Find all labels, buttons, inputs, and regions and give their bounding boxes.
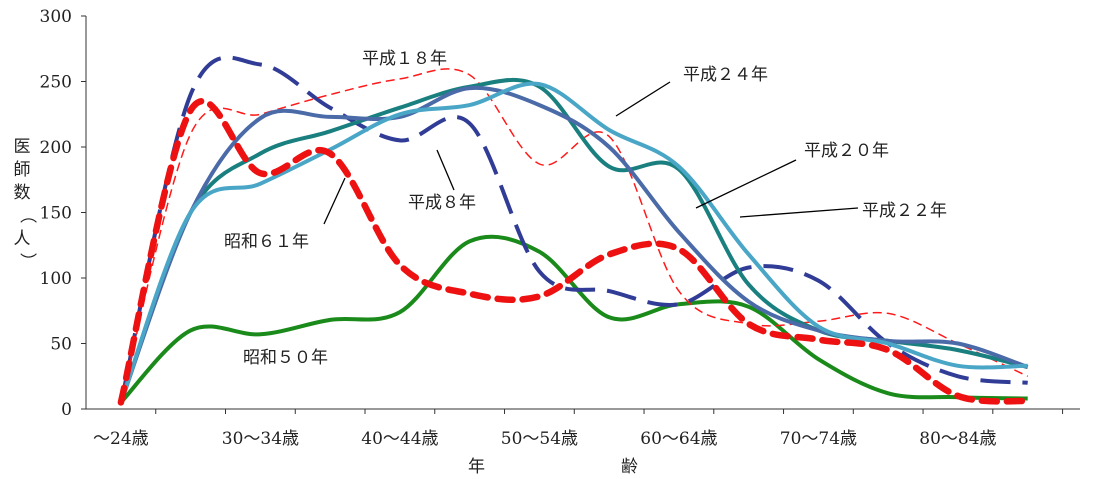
y-axis-label-paren: （ [17,207,37,224]
series-line-3 [120,68,1029,403]
y-axis-label-char: 師 [14,160,31,180]
series-line-0 [119,234,1028,404]
y-tick-label: 300 [40,7,72,27]
x-tick-label: 60～64歳 [640,429,717,449]
annotation-heisei-18: 平成１８年 [362,49,447,69]
x-tick-label: 30～34歳 [222,429,299,449]
annotation-leader-lines [323,81,859,225]
y-ticks: 0 50 100 150 200 250 300 [40,7,86,420]
annotation-heisei-22: 平成２２年 [862,201,947,221]
y-tick-label: 150 [40,204,72,224]
series-annotations: 平成１８年 平成２４年 平成２０年 平成２２年 平成８年 昭和６１年 昭和５０年 [224,49,947,368]
y-tick-label: 100 [40,269,72,289]
x-tick-label: ～24歳 [93,429,149,449]
series-line-2 [118,55,1028,405]
x-tick-label: 50～54歳 [501,429,578,449]
series-line-6 [119,81,1028,404]
series-layer [117,55,1031,406]
x-tick-label: 70～74歳 [780,429,857,449]
leader-line-showa-61 [323,177,346,225]
series-line-1 [117,98,1031,406]
y-axis-label-char: 人 [14,229,31,249]
x-axis-label: 年 齢 [468,457,638,477]
annotation-showa-61: 昭和６１年 [224,232,309,252]
y-tick-label: 0 [61,400,72,420]
y-axis-label-char: 医 [14,137,31,157]
x-tick-label: 40～44歳 [361,429,438,449]
leader-line-heisei-22 [739,207,859,218]
leader-line-heisei-24 [615,81,671,117]
y-axis-label-paren: ） [17,253,37,270]
x-tick-label: 80～84歳 [919,429,996,449]
annotation-heisei-20: 平成２０年 [804,141,889,161]
leader-line-heisei-20 [695,159,797,209]
annotation-heisei-8: 平成８年 [408,193,476,213]
x-ticks: ～24歳 30～34歳 40～44歳 50～54歳 60～64歳 70～74歳 80～84歳 [93,409,1064,449]
annotation-heisei-24: 平成２４年 [683,65,768,85]
y-tick-label: 250 [40,73,72,93]
y-axis-label-char: 数 [14,183,31,203]
y-tick-label: 200 [40,138,72,158]
y-tick-label: 50 [50,335,72,355]
annotation-showa-50: 昭和５０年 [243,348,328,368]
leader-line-heisei-8 [436,149,455,191]
